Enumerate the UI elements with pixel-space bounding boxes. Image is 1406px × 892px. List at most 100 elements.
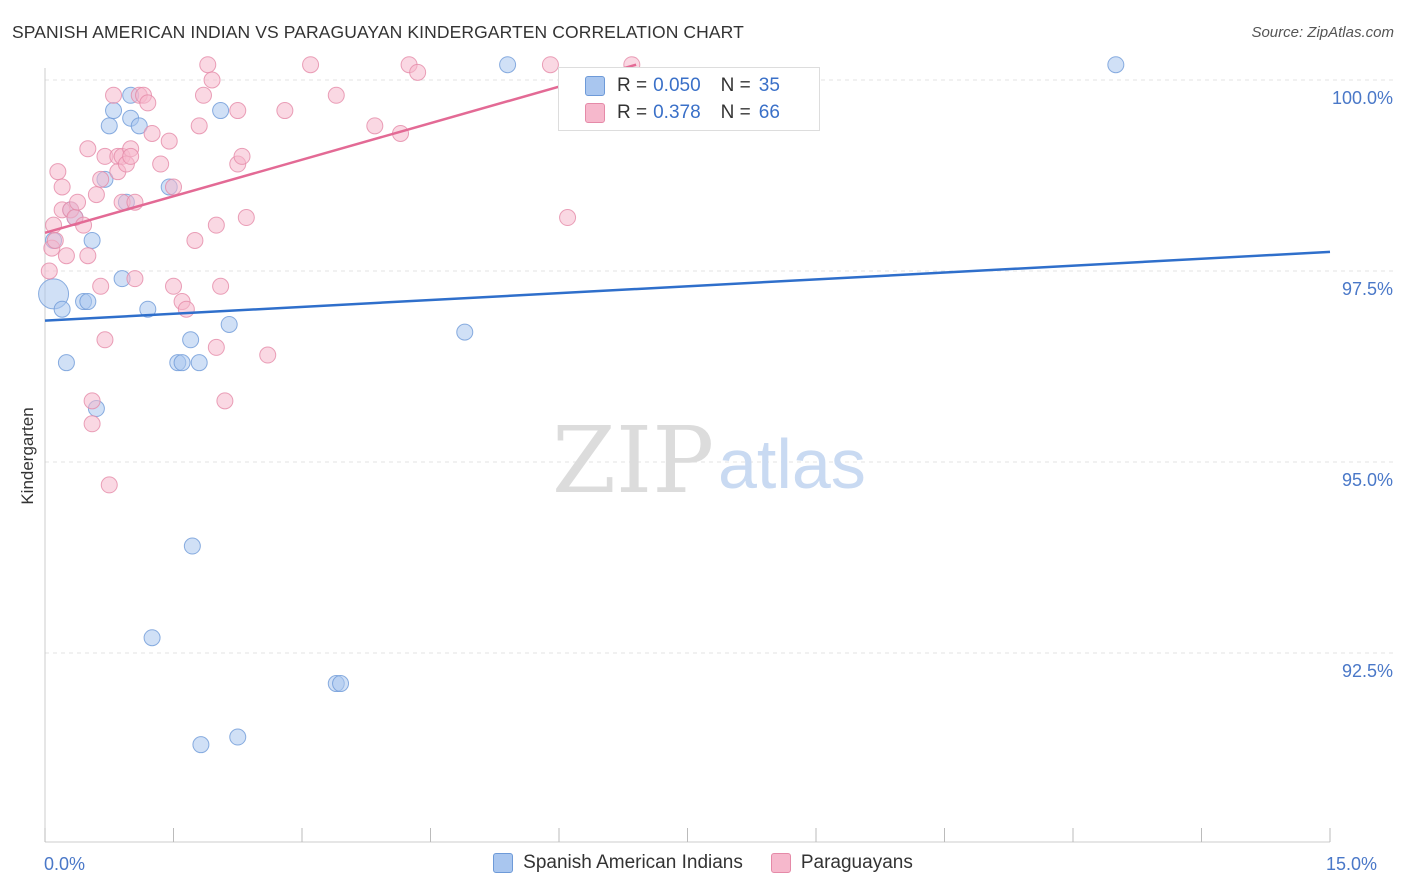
legend-n-value: 66: [758, 102, 780, 123]
point-spanish-american-indians: [190, 354, 208, 372]
trend-line-spanish-american-indians: [44, 250, 1331, 322]
watermark-atlas: atlas: [718, 425, 866, 503]
grid-lines: [45, 79, 1395, 654]
point-paraguayans: [46, 231, 64, 249]
point-paraguayans: [259, 346, 277, 364]
point-paraguayans: [160, 132, 178, 150]
legend-r-label: R =: [617, 75, 648, 96]
point-paraguayans: [83, 392, 101, 410]
y-tick-label: 97.5%: [1342, 279, 1393, 299]
point-spanish-american-indians: [182, 331, 200, 349]
point-paraguayans: [96, 331, 114, 349]
axes: [44, 68, 1331, 843]
point-spanish-american-indians: [229, 728, 247, 746]
point-paraguayans: [327, 86, 345, 104]
point-spanish-american-indians: [332, 675, 350, 693]
legend-n-label: N =: [720, 102, 751, 123]
point-paraguayans: [57, 247, 75, 265]
point-paraguayans: [79, 247, 97, 265]
legend-r-value: 0.050: [653, 75, 701, 96]
point-paraguayans: [216, 392, 234, 410]
point-paraguayans: [165, 178, 182, 196]
point-paraguayans: [207, 338, 225, 356]
point-spanish-american-indians: [105, 102, 123, 120]
y-tick-label: 95.0%: [1342, 470, 1393, 490]
point-paraguayans: [541, 56, 559, 74]
series-swatch-blue: [493, 853, 514, 873]
point-paraguayans: [79, 140, 97, 158]
point-paraguayans: [83, 415, 101, 433]
point-paraguayans: [92, 277, 110, 295]
point-spanish-american-indians: [192, 736, 210, 754]
point-paraguayans: [199, 56, 217, 74]
point-spanish-american-indians: [212, 102, 230, 120]
point-paraguayans: [53, 178, 71, 196]
point-paraguayans: [152, 155, 170, 173]
series-swatch-pink: [770, 853, 791, 873]
series-legend-label: Paraguayans: [800, 852, 913, 873]
point-spanish-american-indians: [173, 354, 191, 372]
point-paraguayans: [122, 147, 140, 165]
legend-r-label: R =: [617, 102, 648, 123]
series-legend-item-paraguayans[interactable]: Paraguayans: [770, 852, 913, 874]
legend-r-value: 0.378: [653, 102, 701, 123]
point-paraguayans: [229, 102, 247, 120]
legend-row-paraguayans: R = 0.378 N = 66: [585, 100, 780, 126]
point-paraguayans: [366, 117, 384, 135]
point-paraguayans: [233, 147, 251, 165]
trend-line-paraguayans: [44, 63, 637, 235]
data-points: [38, 56, 1125, 754]
point-spanish-american-indians: [1107, 56, 1125, 74]
trend-lines: [44, 63, 1331, 322]
point-spanish-american-indians: [83, 231, 101, 249]
point-paraguayans: [49, 163, 67, 181]
point-paraguayans: [207, 216, 225, 234]
point-paraguayans: [302, 56, 320, 74]
point-paraguayans: [276, 102, 294, 120]
series-legend-item-spanish-american-indians[interactable]: Spanish American Indians: [493, 852, 743, 874]
point-spanish-american-indians: [220, 315, 238, 333]
point-spanish-american-indians: [139, 300, 157, 318]
point-paraguayans: [69, 193, 87, 211]
point-paraguayans: [177, 300, 195, 318]
series-legend: Spanish American Indians Paraguayans: [0, 852, 1406, 874]
point-paraguayans: [139, 94, 157, 112]
legend-row-spanish-american-indians: R = 0.050 N = 35: [585, 73, 780, 99]
point-spanish-american-indians: [499, 56, 517, 74]
x-tick-min: 0.0%: [44, 854, 85, 874]
point-paraguayans: [40, 262, 58, 280]
chart-source: Source: ZipAtlas.com: [1251, 24, 1394, 41]
y-tick-label: 92.5%: [1342, 661, 1393, 681]
legend-swatch-pink: [585, 103, 605, 123]
point-paraguayans: [559, 209, 577, 227]
legend-n-value: 35: [758, 75, 780, 96]
point-paraguayans: [165, 277, 182, 295]
legend-box: R = 0.050 N = 35 R = 0.378 N = 66: [558, 67, 820, 131]
point-paraguayans: [212, 277, 230, 295]
point-spanish-american-indians: [130, 117, 148, 135]
point-paraguayans: [143, 124, 161, 142]
point-spanish-american-indians: [456, 323, 474, 341]
point-spanish-american-indians: [57, 354, 75, 372]
series-legend-label: Spanish American Indians: [523, 852, 743, 873]
point-paraguayans: [87, 186, 105, 204]
point-paraguayans: [203, 71, 221, 89]
point-spanish-american-indians: [79, 293, 97, 311]
legend-n-label: N =: [720, 75, 751, 96]
point-spanish-american-indians: [100, 117, 118, 135]
watermark-zip: ZIP: [552, 407, 714, 514]
point-paraguayans: [237, 209, 255, 227]
y-tick-label: 100.0%: [1332, 88, 1393, 108]
point-paraguayans: [105, 86, 123, 104]
chart-title: SPANISH AMERICAN INDIAN VS PARAGUAYAN KI…: [12, 22, 744, 42]
point-paraguayans: [186, 231, 204, 249]
point-spanish-american-indians: [53, 300, 71, 318]
y-tick-labels: 100.0% 97.5% 95.0% 92.5%: [1332, 88, 1393, 681]
point-paraguayans: [100, 476, 118, 494]
point-spanish-american-indians: [143, 629, 161, 647]
legend-swatch-blue: [585, 76, 605, 96]
point-paraguayans: [194, 86, 212, 104]
point-paraguayans: [190, 117, 208, 135]
x-tick-max: 15.0%: [1326, 854, 1377, 874]
